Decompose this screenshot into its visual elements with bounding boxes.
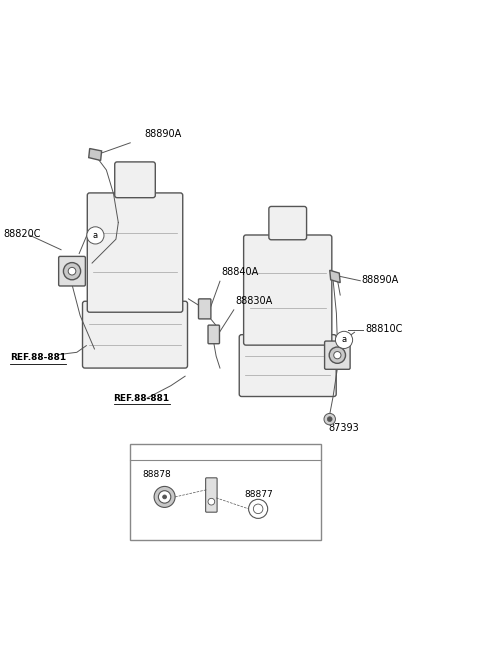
Circle shape xyxy=(154,487,175,508)
Circle shape xyxy=(327,417,332,422)
Circle shape xyxy=(336,331,353,348)
FancyBboxPatch shape xyxy=(205,478,217,512)
Circle shape xyxy=(253,504,263,514)
Text: 88877: 88877 xyxy=(245,490,274,499)
FancyBboxPatch shape xyxy=(199,299,211,319)
Circle shape xyxy=(208,498,215,505)
Circle shape xyxy=(324,413,336,425)
Text: 88810C: 88810C xyxy=(365,324,402,334)
Text: 88820C: 88820C xyxy=(4,229,41,240)
Text: a: a xyxy=(341,335,347,345)
FancyBboxPatch shape xyxy=(244,235,332,345)
FancyBboxPatch shape xyxy=(130,445,321,540)
FancyBboxPatch shape xyxy=(239,335,336,396)
Polygon shape xyxy=(89,149,102,160)
Text: REF.88-881: REF.88-881 xyxy=(10,353,66,362)
Text: 87393: 87393 xyxy=(328,422,359,433)
Circle shape xyxy=(329,347,346,364)
FancyBboxPatch shape xyxy=(115,162,156,198)
FancyBboxPatch shape xyxy=(208,325,219,344)
Circle shape xyxy=(163,495,167,499)
Circle shape xyxy=(334,352,341,359)
FancyBboxPatch shape xyxy=(269,206,307,240)
Circle shape xyxy=(249,499,268,518)
Polygon shape xyxy=(330,271,340,283)
Circle shape xyxy=(63,263,81,280)
Text: 88878: 88878 xyxy=(142,470,171,479)
Text: a: a xyxy=(93,231,98,240)
FancyBboxPatch shape xyxy=(324,341,350,369)
Text: 88890A: 88890A xyxy=(144,129,182,139)
Circle shape xyxy=(138,446,151,459)
Text: 88890A: 88890A xyxy=(362,275,399,285)
FancyBboxPatch shape xyxy=(87,193,183,312)
Circle shape xyxy=(158,491,171,503)
Text: a: a xyxy=(142,448,147,457)
FancyBboxPatch shape xyxy=(59,256,85,286)
Text: 88840A: 88840A xyxy=(221,267,258,277)
Text: REF.88-881: REF.88-881 xyxy=(114,394,169,403)
Text: 88830A: 88830A xyxy=(235,296,273,306)
Circle shape xyxy=(68,267,76,275)
FancyBboxPatch shape xyxy=(83,301,188,368)
Circle shape xyxy=(87,227,104,244)
